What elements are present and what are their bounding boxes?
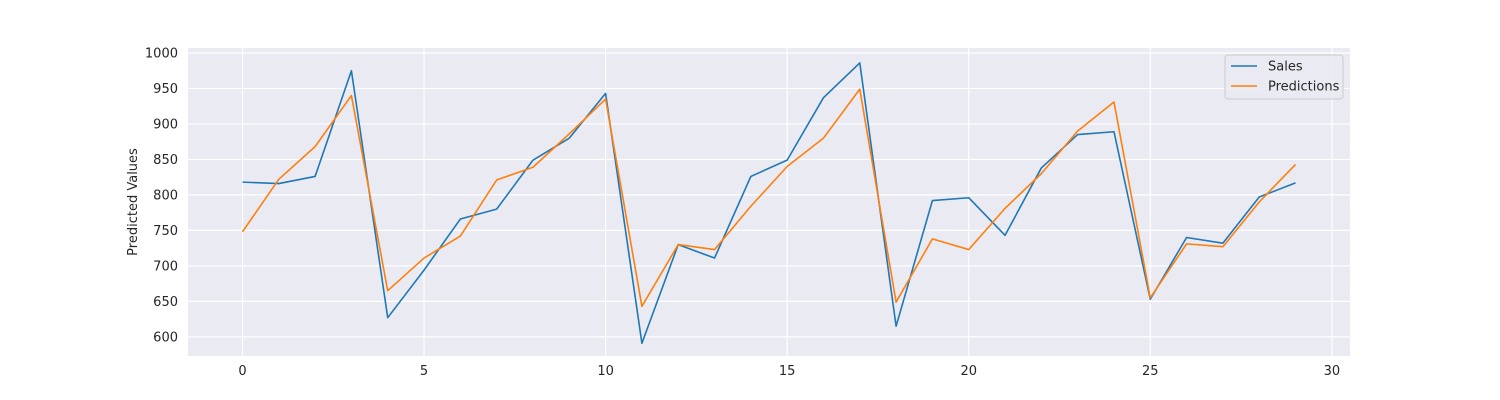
y-tick-label: 650 xyxy=(153,295,178,310)
y-tick-label: 750 xyxy=(153,224,178,239)
x-tick-label: 0 xyxy=(238,364,246,379)
x-tick-label: 5 xyxy=(420,364,428,379)
series-line-predictions xyxy=(241,88,1297,308)
y-tick-label: 900 xyxy=(153,117,178,132)
y-tick-label: 1000 xyxy=(145,46,178,61)
y-tick-label: 800 xyxy=(153,188,178,203)
y-tick-label: 600 xyxy=(153,330,178,345)
x-tick-label: 15 xyxy=(779,364,796,379)
legend-label: Predictions xyxy=(1268,80,1340,95)
legend-label: Sales xyxy=(1268,60,1303,75)
tick-labels: 0 5 10 15 20 25 30 600 650 700 750 800 850 900 950 1000 xyxy=(145,46,1340,379)
y-tick-label: 950 xyxy=(153,82,178,97)
legend: Sales Predictions xyxy=(1224,54,1344,100)
x-tick-label: 25 xyxy=(1142,364,1159,379)
grid-lines xyxy=(188,48,1350,356)
series-lines xyxy=(241,62,1297,345)
y-tick-label: 850 xyxy=(153,153,178,168)
y-axis-label: Predicted Values xyxy=(126,148,141,256)
x-tick-label: 20 xyxy=(960,364,977,379)
plot-background xyxy=(188,48,1350,356)
y-tick-label: 700 xyxy=(153,259,178,274)
x-tick-label: 30 xyxy=(1324,364,1341,379)
x-tick-label: 10 xyxy=(597,364,614,379)
series-line-sales xyxy=(242,62,1296,345)
